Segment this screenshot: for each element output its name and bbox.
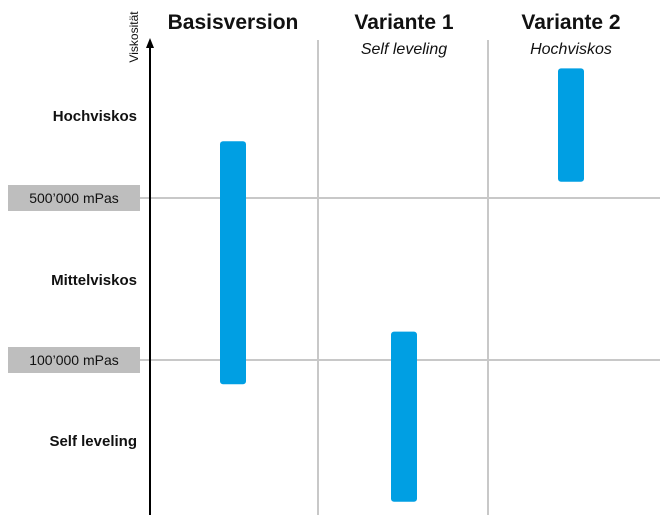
y-axis-arrow-icon [146, 38, 154, 48]
range-bar-variante-2 [558, 68, 584, 182]
viscosity-categories: Self leveling Mittelviskos Hochviskos [49, 108, 137, 450]
category-label-self-leveling: Self leveling [49, 433, 137, 450]
y-axis: Viskosität [127, 11, 154, 515]
column-headers: Basisversion Variante 1 Self leveling Va… [168, 11, 621, 58]
bars-layer [220, 68, 584, 502]
column-title-variante-2: Variante 2 [521, 11, 620, 34]
reference-label-1: 500’000 mPas [29, 190, 119, 206]
range-bar-variante-1 [391, 331, 417, 502]
reference-label-box-1 [8, 185, 140, 211]
column-subtitle-variante-2: Hochviskos [530, 41, 612, 58]
category-label-hochviskos: Hochviskos [53, 108, 137, 125]
category-label-mittelviskos: Mittelviskos [51, 272, 137, 289]
column-subtitle-variante-1: Self leveling [361, 41, 447, 58]
column-title-variante-1: Variante 1 [354, 11, 454, 34]
grid-layer [317, 40, 489, 515]
range-bar-basisversion [220, 141, 246, 385]
reference-label-box-0 [8, 347, 140, 373]
y-axis-label: Viskosität [127, 11, 141, 63]
column-title-basisversion: Basisversion [168, 11, 299, 34]
reference-label-0: 100’000 mPas [29, 352, 119, 368]
